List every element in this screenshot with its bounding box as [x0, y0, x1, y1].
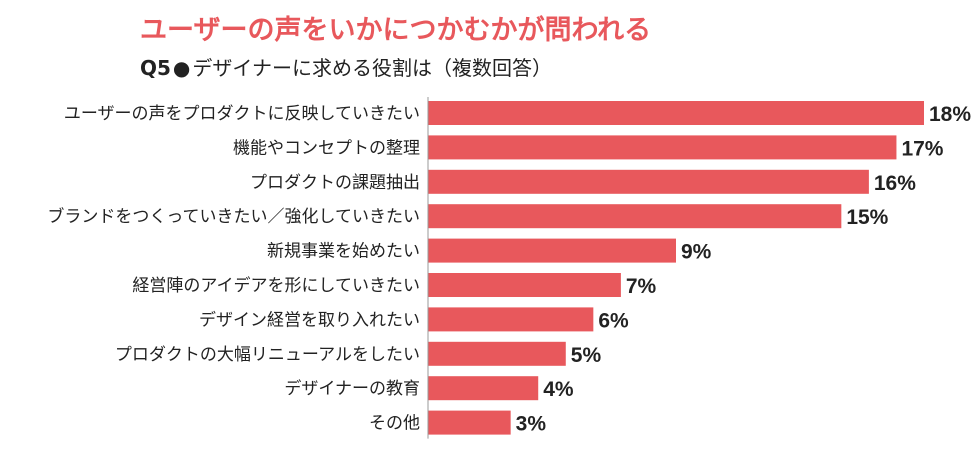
- bar: [428, 135, 897, 160]
- category-label: デザイン経営を取り入れたい: [199, 309, 420, 330]
- category-label: プロダクトの大幅リニューアルをしたい: [115, 345, 420, 365]
- question-text: デザイナーに求める役割は（複数回答）: [192, 56, 552, 80]
- category-label: ブランドをつくっていきたい／強化していきたい: [47, 206, 420, 227]
- value-label: 3%: [516, 413, 547, 436]
- bar: [428, 204, 842, 229]
- value-label: 6%: [598, 309, 629, 332]
- category-label: デザイナーの教育: [284, 378, 420, 399]
- bar: [428, 169, 869, 194]
- value-label: 17%: [901, 137, 943, 160]
- bar: [428, 307, 594, 332]
- bar: [428, 376, 539, 401]
- category-label: 経営陣のアイデアを形にしていきたい: [132, 275, 420, 296]
- bullet-icon: ●: [172, 56, 191, 80]
- value-label: 4%: [543, 378, 574, 401]
- value-label: 5%: [571, 344, 602, 367]
- bar: [428, 101, 924, 125]
- value-label: 18%: [929, 103, 971, 126]
- chart-subtitle: Q5 ● デザイナーに求める役割は（複数回答）: [140, 52, 552, 81]
- bar: [428, 238, 676, 263]
- value-label: 9%: [681, 241, 712, 264]
- category-label: 新規事業を始めたい: [267, 242, 420, 262]
- category-label: 機能やコンセプトの整理: [233, 138, 420, 158]
- bar: [428, 273, 621, 297]
- bar: [428, 341, 566, 366]
- value-label: 16%: [874, 172, 916, 195]
- value-label: 7%: [626, 275, 657, 298]
- category-label: プロダクトの課題抽出: [250, 173, 420, 193]
- value-label: 15%: [846, 206, 888, 229]
- bar: [428, 410, 511, 435]
- chart-title: ユーザーの声をいかにつかむかが問われる: [140, 15, 652, 46]
- category-label: その他: [369, 414, 420, 434]
- category-label: ユーザーの声をプロダクトに反映していきたい: [64, 104, 420, 124]
- question-number: Q5: [140, 56, 171, 80]
